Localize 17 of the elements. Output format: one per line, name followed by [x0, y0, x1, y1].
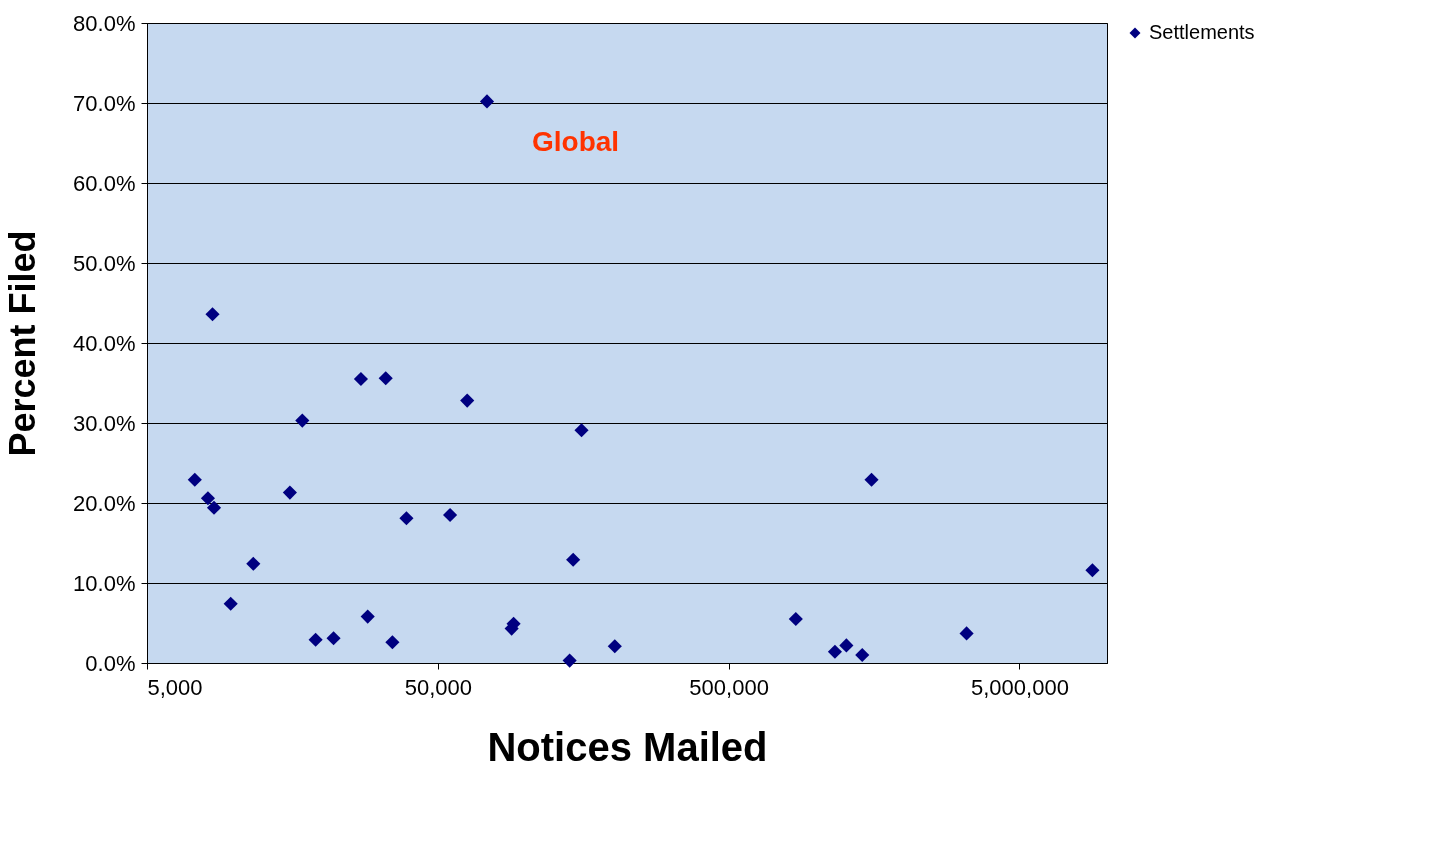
- y-tick-label: 80.0%: [73, 10, 136, 36]
- y-tick-label: 30.0%: [73, 410, 136, 436]
- x-axis-title: Notices Mailed: [487, 724, 768, 769]
- x-tick-label: 5,000,000: [971, 674, 1069, 700]
- y-tick-label: 20.0%: [73, 490, 136, 516]
- y-tick-label: 10.0%: [73, 570, 136, 596]
- y-tick-label: 70.0%: [73, 90, 136, 116]
- y-tick-label: 50.0%: [73, 250, 136, 276]
- x-tick-label: 500,000: [689, 674, 769, 700]
- y-tick-label: 60.0%: [73, 170, 136, 196]
- y-tick-label: 0.0%: [85, 650, 136, 676]
- y-tick-label: 40.0%: [73, 330, 136, 356]
- x-tick-label: 5,000: [147, 674, 203, 700]
- annotation: Global: [531, 126, 620, 158]
- legend-label: Settlements: [1149, 21, 1255, 43]
- y-axis-title: Percent Filed: [2, 230, 44, 457]
- x-tick-label: 50,000: [404, 674, 472, 700]
